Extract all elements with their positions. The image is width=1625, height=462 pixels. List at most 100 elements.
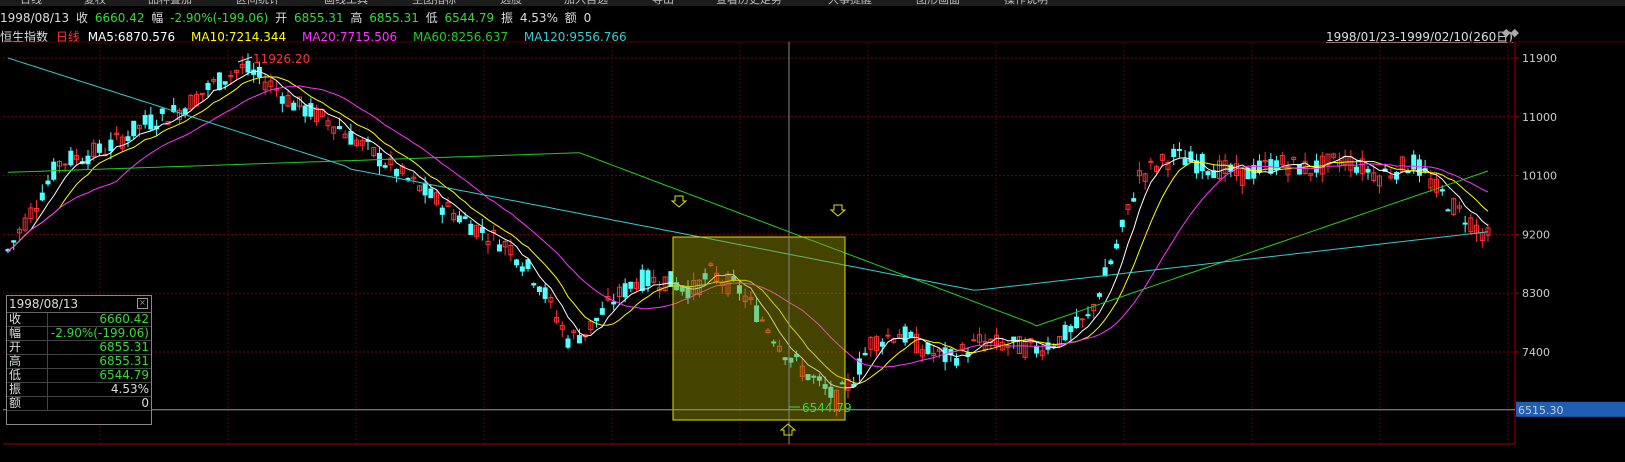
info-amp-label: 振 bbox=[501, 11, 514, 25]
candle-body bbox=[1056, 335, 1062, 347]
candle-body bbox=[1222, 160, 1228, 174]
info-bar: 1998/08/13 收 6660.42 幅 -2.90%(-199.06) 开… bbox=[0, 8, 1625, 28]
info-open-label: 开 bbox=[275, 11, 288, 25]
close-icon[interactable]: × bbox=[137, 298, 148, 309]
candle-body bbox=[1102, 267, 1108, 277]
candle-body bbox=[114, 132, 120, 135]
candle-body bbox=[1234, 163, 1240, 176]
candle-body bbox=[56, 161, 62, 167]
candle-body bbox=[1136, 170, 1142, 177]
event-arrow-icon[interactable] bbox=[829, 204, 847, 217]
candle-body bbox=[228, 75, 234, 78]
ma10-line bbox=[7, 76, 1489, 385]
candle-body bbox=[822, 384, 828, 389]
toolbar-item[interactable]: 画线工具 bbox=[324, 0, 368, 6]
toolbar-item[interactable]: 选股 bbox=[500, 0, 522, 6]
toolbar-item[interactable]: 品种叠加 bbox=[148, 0, 192, 6]
ma60-label: MA60:8256.637 bbox=[412, 30, 509, 44]
candle-body bbox=[616, 286, 622, 298]
candle-body bbox=[1039, 350, 1045, 357]
candle-body bbox=[862, 352, 868, 356]
candle-body bbox=[839, 382, 845, 385]
candle-body bbox=[879, 341, 885, 347]
toolbar-item[interactable]: 查看历史走势 bbox=[716, 0, 782, 6]
toolbar-item[interactable]: 操作说明 bbox=[1004, 0, 1048, 6]
candle-body bbox=[411, 176, 417, 180]
candle-body bbox=[308, 103, 314, 117]
candle-body bbox=[1462, 222, 1468, 225]
candle-body bbox=[908, 331, 914, 338]
candle-body bbox=[468, 223, 474, 236]
candle-body bbox=[434, 192, 440, 205]
data-window-key: 幅 bbox=[7, 326, 48, 341]
candle-body bbox=[1154, 166, 1160, 172]
candle-body bbox=[245, 60, 251, 73]
candle-body bbox=[1451, 198, 1457, 215]
data-window-key: 收 bbox=[7, 313, 48, 327]
period-label[interactable]: 日线 bbox=[55, 30, 80, 44]
toolbar-item[interactable]: 图形画面 bbox=[916, 0, 960, 6]
candle-body bbox=[1428, 178, 1434, 189]
event-arrow-icon[interactable] bbox=[670, 195, 688, 208]
toolbar-item[interactable]: 主图指标 bbox=[412, 0, 456, 6]
candle-body bbox=[296, 96, 302, 107]
y-tick-label: 11000 bbox=[1522, 111, 1557, 124]
candle-body bbox=[1068, 325, 1074, 333]
candle-body bbox=[456, 215, 462, 223]
scroll-arrows-icon[interactable]: ◆◆ bbox=[1502, 26, 1519, 39]
candle-body bbox=[1205, 171, 1211, 176]
candle-body bbox=[1074, 316, 1080, 329]
candle-body bbox=[1274, 160, 1280, 171]
candle-body bbox=[1331, 153, 1337, 158]
data-window-row: 收 6660.42 bbox=[7, 313, 151, 327]
candle-body bbox=[159, 108, 165, 114]
candle-body bbox=[1188, 151, 1194, 163]
info-open: 6855.31 bbox=[293, 11, 344, 25]
candle-body bbox=[1091, 304, 1097, 312]
toolbar-item[interactable]: 日线 bbox=[20, 0, 42, 6]
data-window-row: 开 6855.31 bbox=[7, 340, 151, 355]
candle-body bbox=[548, 296, 554, 303]
candle-body bbox=[205, 82, 211, 91]
candle-body bbox=[816, 376, 822, 381]
candle-body bbox=[925, 342, 931, 354]
candle-body bbox=[1165, 161, 1171, 170]
candle-body bbox=[976, 334, 982, 343]
candle-body bbox=[348, 131, 354, 145]
candle-body bbox=[1125, 204, 1131, 210]
candle-body bbox=[302, 105, 308, 117]
candle-body bbox=[1142, 173, 1148, 182]
toolbar-item[interactable]: 区间统计 bbox=[236, 0, 280, 6]
data-window-row: 振 4.53% bbox=[7, 382, 151, 397]
ma20-label: MA20:7715.506 bbox=[301, 30, 398, 44]
candle-body bbox=[1291, 156, 1297, 161]
event-arrow-icon[interactable] bbox=[779, 423, 797, 436]
candle-body bbox=[96, 143, 102, 153]
toolbar-item[interactable]: 导出 bbox=[652, 0, 674, 6]
candle-body bbox=[885, 334, 891, 337]
candle-body bbox=[239, 63, 245, 69]
data-window-key: 开 bbox=[7, 340, 48, 355]
candle-body bbox=[222, 81, 228, 85]
candle-body bbox=[1096, 293, 1102, 297]
candle-body bbox=[856, 358, 862, 375]
toolbar-item[interactable]: 加入自选 bbox=[564, 0, 608, 6]
toolbar-item[interactable]: 复权 bbox=[84, 0, 106, 6]
candle-body bbox=[176, 109, 182, 121]
candle-body bbox=[605, 296, 611, 301]
candle-body bbox=[234, 69, 240, 74]
candle-body bbox=[91, 142, 97, 157]
data-window[interactable]: 1998/08/13 × 收 6660.42 幅 -2.90%(-199.06) 开 685… bbox=[6, 295, 152, 425]
toolbar-item[interactable]: 大事提醒 bbox=[828, 0, 872, 6]
candle-body bbox=[554, 316, 560, 323]
data-window-value: 6544.79 bbox=[47, 368, 151, 383]
candle-body bbox=[782, 357, 788, 361]
candle-body bbox=[171, 105, 177, 113]
candle-body bbox=[1439, 189, 1445, 192]
data-window-row: 幅 -2.90%(-199.06) bbox=[7, 326, 151, 341]
date-range[interactable]: 1998/01/23-1999/02/10(260日) bbox=[1326, 30, 1513, 44]
candle-body bbox=[1411, 154, 1417, 170]
info-change: -2.90%(-199.06) bbox=[170, 11, 269, 25]
candle-body bbox=[325, 120, 331, 127]
